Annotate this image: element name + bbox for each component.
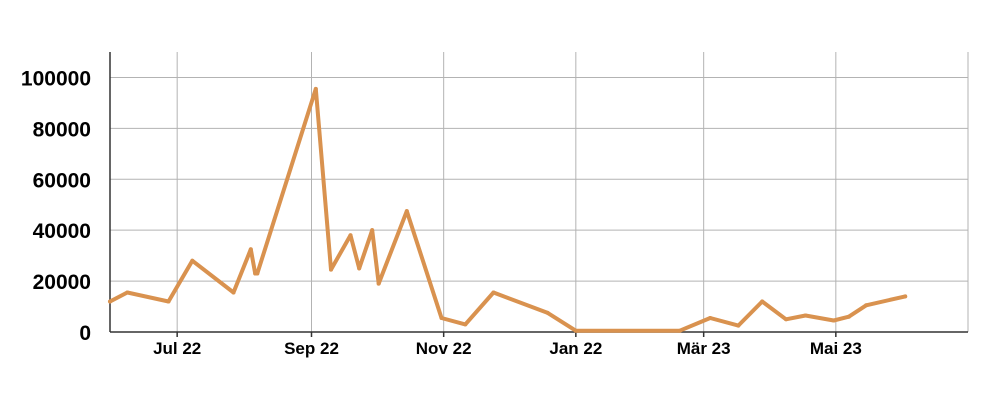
- x-tick-label: Jul 22: [153, 339, 201, 358]
- data-point: [108, 299, 112, 304]
- data-point: [491, 290, 496, 295]
- data-point: [376, 281, 381, 286]
- data-point: [864, 303, 869, 308]
- x-tick-label: Jan 22: [549, 339, 602, 358]
- data-point: [248, 247, 253, 252]
- data-point: [125, 290, 130, 295]
- x-axis-ticks: Jul 22 Sep 22 Nov 22 Jan 22 Mär 23 Mai 23: [153, 339, 862, 358]
- axes: [109, 52, 968, 337]
- data-point: [190, 258, 195, 263]
- data-point: [760, 299, 765, 304]
- data-point: [231, 290, 236, 295]
- data-point: [736, 323, 741, 328]
- data-point: [370, 228, 375, 233]
- data-point: [677, 328, 682, 333]
- data-point: [831, 318, 836, 323]
- data-point: [357, 266, 362, 271]
- y-axis-ticks: 0 20000 40000 60000 80000 100000: [21, 67, 91, 345]
- x-tick-label: Nov 22: [416, 339, 472, 358]
- data-point: [784, 317, 788, 322]
- series-line: [108, 86, 908, 333]
- y-tick-label: 0: [79, 322, 91, 345]
- data-point: [329, 267, 333, 272]
- data-point: [903, 294, 908, 299]
- data-point: [439, 316, 444, 320]
- data-point: [573, 328, 578, 333]
- x-tick-label: Sep 22: [284, 339, 339, 358]
- y-tick-label: 40000: [33, 220, 91, 243]
- data-point: [708, 316, 713, 320]
- data-point: [545, 310, 550, 315]
- data-point: [846, 314, 851, 319]
- x-tick-label: Mär 23: [677, 339, 731, 358]
- y-tick-label: 20000: [33, 271, 91, 294]
- series-layer: [108, 86, 908, 333]
- data-point: [463, 322, 468, 327]
- y-tick-label: 100000: [21, 67, 91, 90]
- data-point: [255, 271, 260, 276]
- y-tick-label: 60000: [33, 169, 91, 192]
- data-point: [313, 86, 318, 91]
- data-point: [166, 299, 171, 304]
- y-tick-label: 80000: [33, 118, 91, 141]
- grid: [110, 52, 969, 332]
- data-point: [803, 313, 808, 318]
- data-point: [404, 209, 409, 214]
- x-tick-label: Mai 23: [810, 339, 862, 358]
- data-point: [348, 233, 353, 238]
